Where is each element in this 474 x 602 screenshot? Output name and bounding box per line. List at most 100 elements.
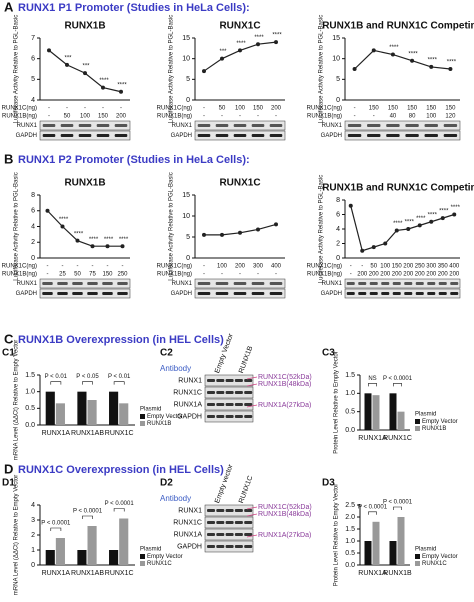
treatment-value: 150	[98, 114, 109, 120]
legend-label: Empty Vector	[147, 554, 183, 560]
bar	[397, 411, 405, 430]
blot-band	[117, 292, 128, 295]
blot-band	[216, 533, 225, 536]
y-tick-label: 15	[182, 35, 190, 42]
y-axis-label: Luciferase Activity Relative to PGL-Basi…	[14, 15, 20, 123]
blot-band	[415, 282, 424, 285]
treatment-value: 200	[403, 264, 414, 270]
y-tick-label: 2.5	[345, 502, 355, 509]
blot-band	[386, 134, 400, 137]
y-tick-label: 7	[31, 35, 35, 42]
point	[47, 48, 51, 53]
point	[429, 219, 434, 224]
blot-band	[438, 292, 447, 295]
treatment-value: -	[48, 106, 50, 112]
blot-row-label: RUNX1C	[173, 389, 202, 396]
treatment-value: 50	[64, 114, 71, 120]
blot-band	[251, 124, 265, 127]
blot-band	[381, 282, 390, 285]
point	[452, 212, 457, 217]
blot-band	[102, 292, 113, 295]
blot-label: GAPDH	[16, 291, 37, 297]
treatment-value: -	[275, 114, 277, 120]
section-letter: A	[4, 0, 14, 14]
blot-strip	[39, 288, 131, 299]
blot-band	[450, 282, 459, 285]
significance: ****	[393, 221, 403, 227]
blot-band	[57, 282, 68, 285]
line	[350, 205, 455, 252]
y-tick-label: 10	[182, 56, 190, 63]
blot-band	[216, 521, 225, 524]
panel-label: D2	[160, 478, 173, 489]
bracket	[50, 381, 62, 385]
antibody-label: Antibody	[160, 364, 191, 373]
band-label: RUNX1B(48kDa)	[258, 511, 311, 518]
treatment-value: 100	[217, 264, 228, 270]
blot-band	[87, 282, 98, 285]
y-axis-label: mRNA Level (ΔΔCt) Relative to Empty Vect…	[14, 475, 20, 595]
blot-band	[234, 521, 243, 524]
blot-strip	[344, 120, 461, 131]
blot-band	[114, 124, 128, 127]
significance: ***	[219, 49, 227, 55]
treatment-value: 50	[370, 264, 377, 270]
blot-band	[244, 391, 253, 394]
p-value: P < 0.0001	[383, 376, 413, 382]
blot-row-label: RUNX1	[178, 377, 202, 384]
x-tick-label: RUNX1C	[105, 430, 134, 437]
blot-band	[225, 391, 234, 394]
significance: ****	[117, 82, 127, 88]
legend-swatch	[140, 414, 145, 419]
blot-band	[415, 292, 424, 295]
lane-label: RUNX1C	[238, 475, 254, 504]
treatment-label: RUNX1B(ng)	[2, 272, 37, 278]
blot-band	[197, 124, 211, 127]
y-axis-label: Luciferase Activity Relative to PGL-Basi…	[319, 175, 325, 283]
bar	[372, 395, 380, 430]
blot-band	[234, 403, 243, 406]
chart-title: RUNX1C	[219, 178, 260, 189]
blot-band	[347, 124, 362, 127]
band-label: RUNX1A(27kDa)	[258, 532, 311, 539]
band-pointer	[246, 404, 258, 408]
p-value: P < 0.01	[45, 374, 68, 380]
significance: ****	[236, 41, 246, 47]
bar	[77, 550, 87, 565]
legend-swatch	[415, 426, 420, 431]
blot-band	[427, 282, 436, 285]
p-value: P < 0.05	[76, 374, 99, 380]
y-axis-label: Luciferase Activity Relative to PGL-Basi…	[14, 172, 20, 280]
antibody-label: Antibody	[160, 494, 191, 503]
point	[383, 241, 388, 246]
blot-band	[96, 134, 110, 137]
legend-swatch	[140, 421, 145, 426]
blot-band	[225, 509, 234, 512]
y-tick-label: 1.5	[345, 372, 355, 379]
significance: ****	[447, 60, 457, 66]
y-tick-label: 1.0	[25, 389, 35, 396]
treatment-value: -	[120, 106, 122, 112]
blot-band	[215, 282, 229, 285]
legend-swatch	[140, 554, 145, 559]
blot-band	[78, 134, 92, 137]
blot-band	[57, 292, 68, 295]
treatment-value: -	[239, 272, 241, 278]
blot-band	[234, 415, 243, 418]
p-value: P < 0.01	[108, 374, 131, 380]
bracket	[50, 527, 62, 531]
bar	[55, 403, 65, 425]
blot-band	[269, 292, 283, 295]
treatment-value: -	[221, 272, 223, 278]
blot-band	[234, 545, 243, 548]
blot-band	[225, 379, 234, 382]
blot-band	[386, 124, 400, 127]
y-tick-label: 2	[336, 240, 340, 247]
line	[47, 210, 123, 247]
x-tick-label: RUNX1C	[383, 435, 412, 442]
y-tick-label: 0.5	[345, 550, 355, 557]
significance: ****	[408, 51, 418, 57]
treatment-value: -	[92, 264, 94, 270]
blot-label: RUNX1	[17, 281, 38, 287]
blot-band	[215, 124, 229, 127]
